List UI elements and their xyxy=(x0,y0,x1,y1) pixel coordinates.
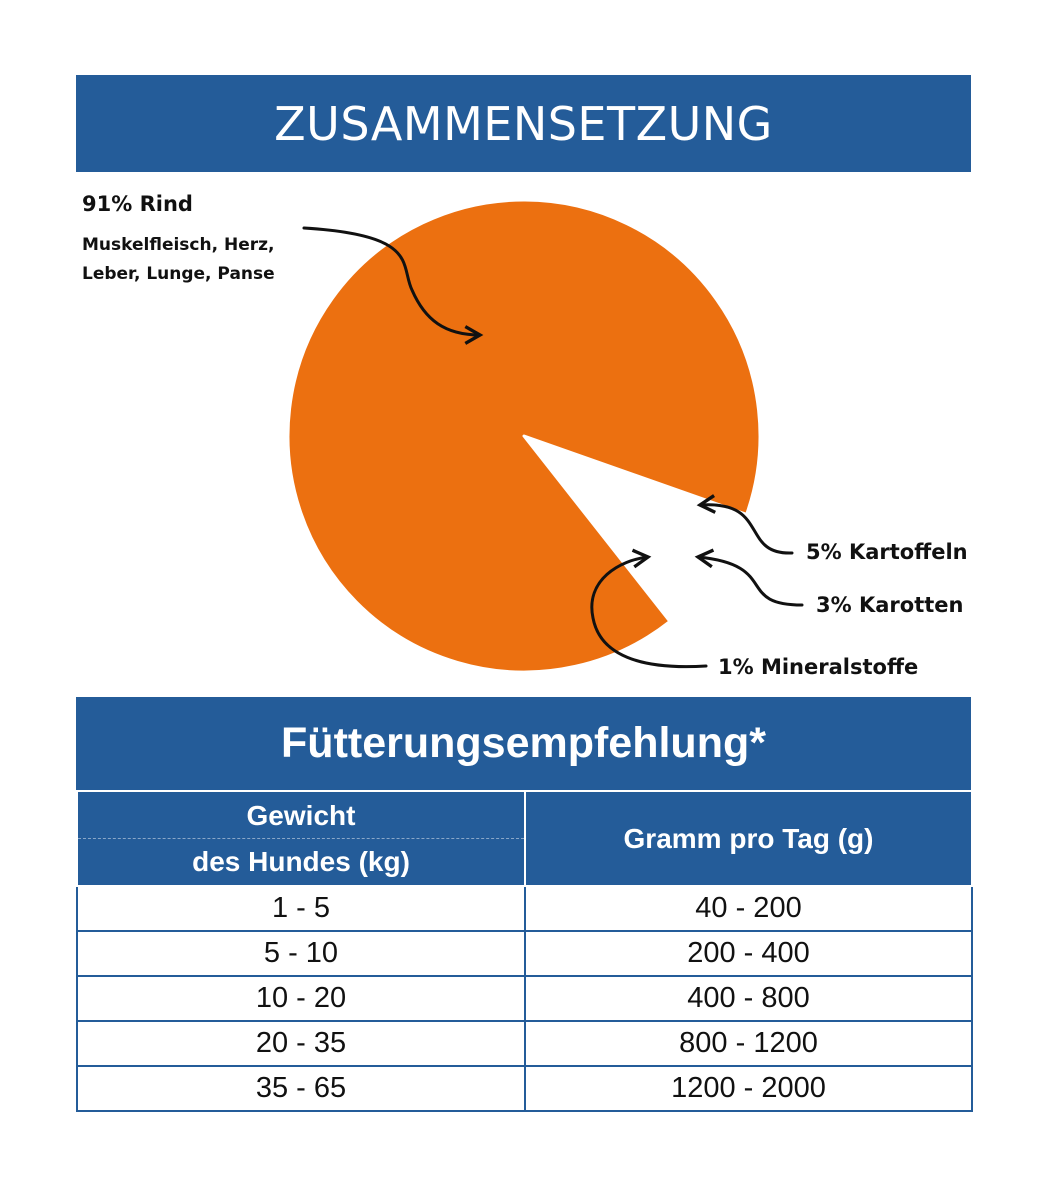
cell-weight: 10 - 20 xyxy=(76,975,526,1022)
arrow-mineralstoffe xyxy=(590,548,708,669)
label-karotten: 3% Karotten xyxy=(816,593,964,617)
header-grams: Gramm pro Tag (g) xyxy=(524,790,973,887)
label-rind-detail-1: Muskelfleisch, Herz, xyxy=(82,235,275,255)
feeding-table-header-row: Gewicht des Hundes (kg) Gramm pro Tag (g… xyxy=(76,790,973,887)
composition-title: ZUSAMMENSETZUNG xyxy=(76,75,971,172)
label-mineralstoffe: 1% Mineralstoffe xyxy=(718,655,919,679)
header-weight-line1: Gewicht xyxy=(78,793,524,839)
table-row: 20 - 35 800 - 1200 xyxy=(76,1020,973,1067)
cell-weight: 1 - 5 xyxy=(76,885,526,932)
composition-pie-chart xyxy=(286,198,804,674)
cell-grams: 400 - 800 xyxy=(524,975,973,1022)
cell-weight: 20 - 35 xyxy=(76,1020,526,1067)
table-row: 5 - 10 200 - 400 xyxy=(76,930,973,977)
table-row: 10 - 20 400 - 800 xyxy=(76,975,973,1022)
cell-grams: 40 - 200 xyxy=(524,885,973,932)
arrow-karotten xyxy=(694,548,804,607)
cell-grams: 200 - 400 xyxy=(524,930,973,977)
header-weight: Gewicht des Hundes (kg) xyxy=(76,790,526,887)
cell-grams: 1200 - 2000 xyxy=(524,1065,973,1112)
arrow-kartoffeln xyxy=(696,494,794,555)
arrow-rind xyxy=(302,226,484,345)
table-row: 1 - 5 40 - 200 xyxy=(76,885,973,932)
header-weight-line2: des Hundes (kg) xyxy=(192,846,410,877)
label-kartoffeln: 5% Kartoffeln xyxy=(806,540,968,564)
label-rind-detail-2: Leber, Lunge, Panse xyxy=(82,264,275,284)
table-row: 35 - 65 1200 - 2000 xyxy=(76,1065,973,1112)
feeding-table: Gewicht des Hundes (kg) Gramm pro Tag (g… xyxy=(76,790,973,1112)
cell-grams: 800 - 1200 xyxy=(524,1020,973,1067)
feeding-title: Fütterungsempfehlung* xyxy=(76,697,971,790)
cell-weight: 5 - 10 xyxy=(76,930,526,977)
pie-slice-rind xyxy=(286,198,762,674)
cell-weight: 35 - 65 xyxy=(76,1065,526,1112)
label-rind: 91% Rind xyxy=(82,192,193,216)
